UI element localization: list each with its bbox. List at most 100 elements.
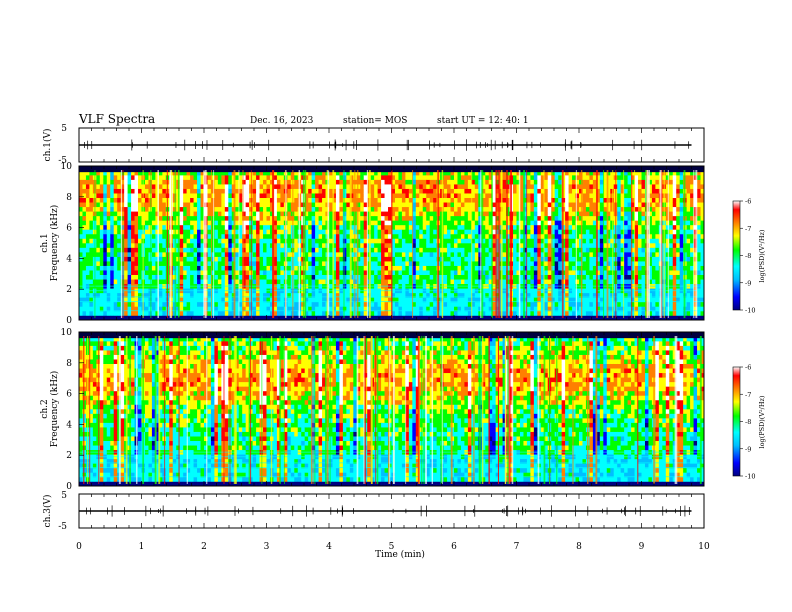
ch1-spectrogram-cell	[158, 211, 163, 217]
ch1-spectrogram-cell	[523, 301, 528, 307]
ch1-spectrogram-cell	[259, 179, 264, 185]
ch1-spectrogram-cell	[381, 247, 385, 253]
ch1-spectrogram-cell	[471, 206, 476, 212]
ch1-spectrogram-cell	[558, 188, 562, 194]
ch1-spectrogram-cell	[388, 211, 392, 217]
ch1-spectrogram-cell	[315, 211, 319, 217]
ch1-spectrogram-cell	[495, 292, 500, 298]
ch1-spectrogram-cell	[394, 270, 399, 276]
ch1-spectrogram-cell	[533, 170, 538, 176]
ch1-spectrogram-cell	[79, 215, 83, 221]
ch1-spectrogram-cell	[464, 306, 469, 312]
ch1-spectrogram-cell	[419, 261, 424, 266]
ch1-spectrogram-cell	[526, 175, 531, 180]
ch1-spectrogram-cell	[155, 170, 160, 176]
ch1-spectrogram-cell	[259, 215, 264, 221]
ch1-spectrogram-cell	[318, 238, 323, 244]
ch1-spectrogram-cell	[422, 179, 427, 185]
ch1-spectrogram-cell	[269, 243, 274, 248]
ch1-spectrogram-cell	[405, 215, 410, 221]
ch1-spectrogram-cell	[474, 310, 479, 316]
ch1-spectrogram-cell	[568, 279, 573, 285]
ch1-spectrogram-cell	[565, 215, 569, 221]
ch1-spectrogram-cell	[513, 206, 517, 212]
ch1-spectrogram-cell	[401, 265, 406, 271]
ch1-spectrogram-cell	[398, 297, 403, 303]
ch1-spectrogram-cell	[460, 224, 465, 230]
ch1-spectrogram-cell	[381, 220, 385, 226]
ch1-spectrogram-cell	[447, 211, 451, 217]
ch1-spectrogram-cell	[224, 274, 229, 280]
ch1-spectrogram-cell	[228, 243, 233, 248]
ch1-spectrogram-cell	[544, 229, 549, 235]
ch1-spectrogram-cell	[398, 220, 403, 226]
ch1-spectrogram-cell	[544, 247, 549, 253]
ch1-spectrogram-cell	[245, 310, 250, 316]
ch1-spectrogram-cell	[197, 310, 201, 316]
ch1-spectrogram-cell	[186, 265, 191, 271]
ch1-spectrogram-cell	[210, 193, 215, 199]
ch1-spectrogram-cell	[530, 292, 535, 298]
ch1-spectrogram-cell	[429, 301, 434, 307]
ch1-spectrogram-cell	[190, 252, 194, 257]
ch1-spectrogram-cell	[544, 224, 549, 230]
ch1-spectrogram-cell	[210, 175, 215, 180]
ch1-spectrogram-cell	[457, 211, 462, 217]
ch1-spectrogram-cell	[398, 215, 403, 221]
ch1-spectrogram-cell	[412, 233, 417, 239]
ch1-spectrogram-cell	[252, 243, 257, 248]
ch1-spectrogram-cell	[388, 238, 392, 244]
ch1-spectrogram-cell	[540, 197, 545, 203]
ch1-spectrogram-cell	[391, 306, 396, 312]
ch1-spectrogram-cell	[127, 274, 132, 280]
ch1-spectrogram-cell	[401, 256, 406, 262]
ch1-spectrogram-cell	[214, 197, 219, 203]
ch1-spectrogram-cell	[179, 224, 184, 230]
ch1-spectrogram-cell	[269, 256, 274, 262]
ch1-spectrogram-cell	[429, 184, 434, 189]
ch1-spectrogram-cell	[460, 170, 465, 176]
ch1-spectrogram-cell	[332, 238, 337, 244]
ch1-spectrogram-cell	[335, 310, 340, 316]
ch1-spectrogram-cell	[481, 229, 486, 235]
ch1-spectrogram-cell	[412, 310, 417, 316]
ch1-spectrogram-cell	[335, 215, 340, 221]
ch1-spectrogram-cell	[103, 252, 108, 257]
ch1-spectrogram-cell	[263, 265, 267, 271]
ch1-spectrogram-cell	[335, 193, 340, 199]
ch1-spectrogram-cell	[190, 197, 194, 203]
ch1-spectrogram-cell	[447, 279, 451, 285]
ch1-spectrogram-cell	[138, 179, 142, 185]
ch1-spectrogram-cell	[151, 175, 156, 180]
ch1-spectrogram-cell	[454, 179, 458, 185]
ch1-spectrogram-cell	[443, 297, 448, 303]
ch1-spectrogram-cell	[381, 243, 385, 248]
ch1-spectrogram-cell	[193, 265, 198, 271]
ch1-spectrogram-cell	[200, 292, 205, 298]
ch1-spectrogram-cell	[492, 238, 496, 244]
ch1-spectrogram-cell	[79, 202, 83, 208]
ch1-spectrogram-cell	[242, 274, 246, 280]
ch1-spectrogram-cell	[96, 279, 101, 285]
ch1-spectrogram-cell	[183, 256, 187, 262]
ch1-spectrogram-cell	[335, 297, 340, 303]
ch1-spectrogram-cell	[391, 270, 396, 276]
ch1-spectrogram-cell	[269, 184, 274, 189]
ch1-spectrogram-cell	[235, 184, 240, 189]
ch1-spectrogram-cell	[103, 202, 108, 208]
ch1-spectrogram-cell	[259, 193, 264, 199]
ch1-spectrogram-cell	[398, 247, 403, 253]
ch1-spectrogram-cell	[190, 233, 194, 239]
ch1-spectrogram-cell	[533, 193, 538, 199]
ch1-spectrogram-cell	[186, 252, 191, 257]
ch1-spectrogram-cell	[558, 315, 562, 321]
ch1-spectrogram-cell	[363, 265, 368, 271]
ch1-spectrogram-cell	[401, 215, 406, 221]
ch1-spectrogram-cell	[568, 261, 573, 266]
ch1-spectrogram-cell	[287, 179, 292, 185]
ch1-spectrogram-cell	[381, 270, 385, 276]
ch1-spectrogram-cell	[558, 270, 562, 276]
ch1-spectrogram-cell	[506, 238, 510, 244]
ch1-spectrogram-cell	[183, 270, 187, 276]
ch1-spectrogram-cell	[408, 279, 413, 285]
